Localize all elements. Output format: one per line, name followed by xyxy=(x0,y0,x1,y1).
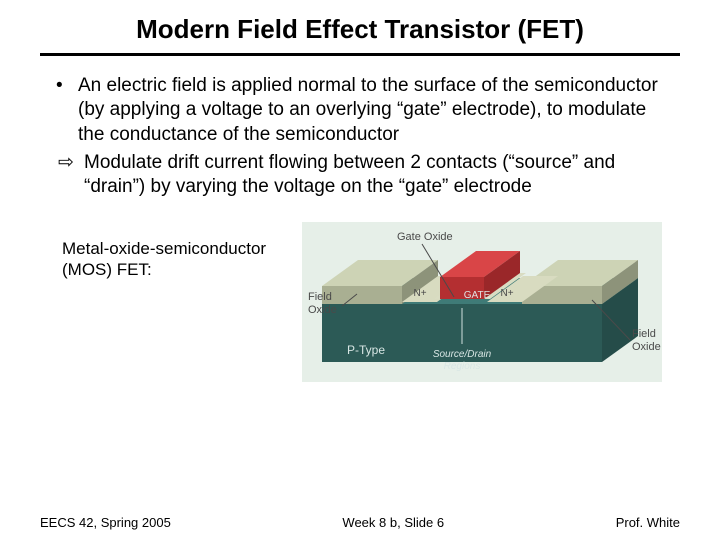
bullet-dot: • xyxy=(50,74,78,147)
svg-text:N+: N+ xyxy=(413,288,426,299)
svg-text:Regions: Regions xyxy=(444,361,481,372)
svg-text:Oxide: Oxide xyxy=(308,304,337,316)
svg-text:N+: N+ xyxy=(500,288,513,299)
arrow-icon: ⇨ xyxy=(58,151,84,200)
slide-title: Modern Field Effect Transistor (FET) xyxy=(0,0,720,51)
lower-row: Metal-oxide-semiconductor (MOS) FET: Gat… xyxy=(0,200,720,382)
svg-text:Field: Field xyxy=(632,328,656,340)
bullet-1-text: An electric field is applied normal to t… xyxy=(78,74,670,147)
footer-left: EECS 42, Spring 2005 xyxy=(40,515,171,530)
bullet-2: ⇨ Modulate drift current flowing between… xyxy=(58,151,670,200)
svg-text:Source/Drain: Source/Drain xyxy=(433,349,492,360)
bullet-2-text: Modulate drift current flowing between 2… xyxy=(84,151,670,200)
footer-right: Prof. White xyxy=(616,515,680,530)
bullet-1: • An electric field is applied normal to… xyxy=(50,74,670,147)
svg-text:Oxide: Oxide xyxy=(632,341,661,353)
content-area: • An electric field is applied normal to… xyxy=(0,56,720,200)
mosfet-diagram: Gate OxideGATEN+N+FieldOxideFieldOxideP-… xyxy=(302,222,662,382)
footer: EECS 42, Spring 2005 Week 8 b, Slide 6 P… xyxy=(0,515,720,530)
svg-text:GATE: GATE xyxy=(464,290,491,301)
mos-label-line1: Metal-oxide-semiconductor xyxy=(62,238,302,259)
svg-text:P-Type: P-Type xyxy=(347,343,385,357)
footer-center: Week 8 b, Slide 6 xyxy=(342,515,444,530)
mos-label-line2: (MOS) FET: xyxy=(62,259,302,280)
svg-text:Gate Oxide: Gate Oxide xyxy=(397,231,453,243)
svg-text:Field: Field xyxy=(308,291,332,303)
mos-label: Metal-oxide-semiconductor (MOS) FET: xyxy=(62,222,302,281)
